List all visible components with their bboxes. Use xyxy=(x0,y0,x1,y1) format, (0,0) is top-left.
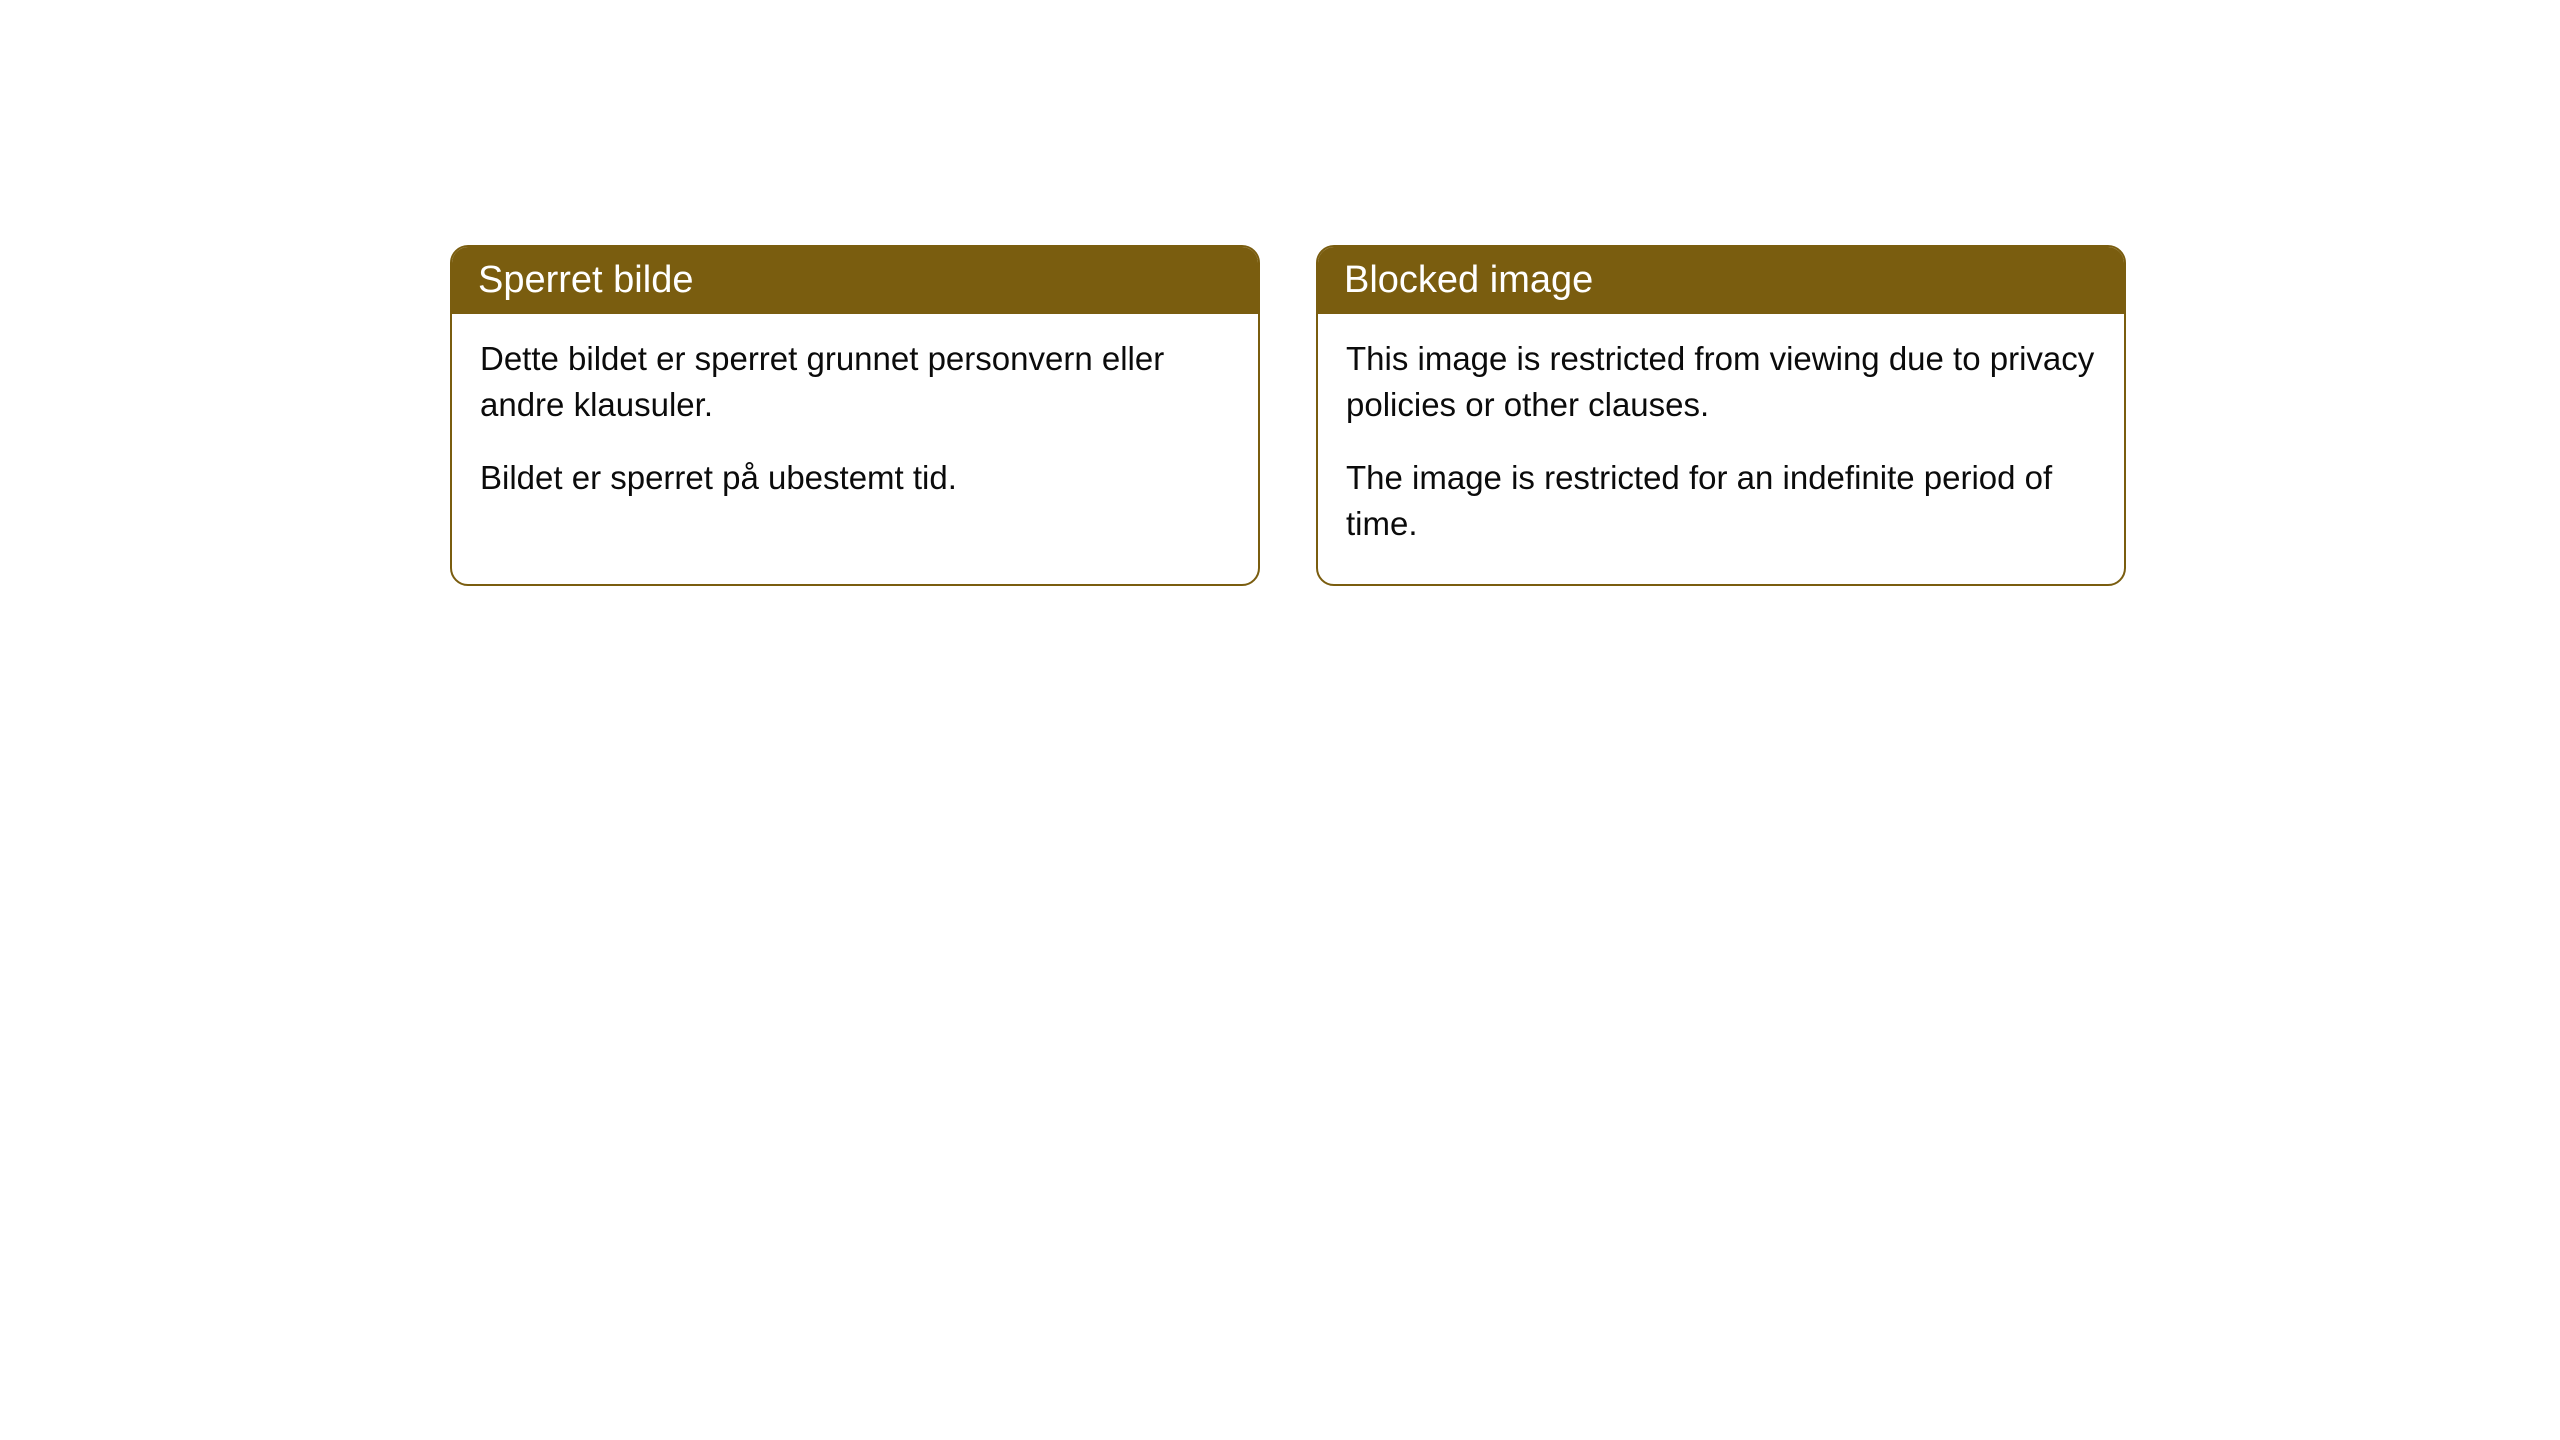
blocked-image-card-en: Blocked image This image is restricted f… xyxy=(1316,245,2126,586)
card-paragraph: The image is restricted for an indefinit… xyxy=(1346,455,2096,546)
card-title: Blocked image xyxy=(1344,259,1593,301)
card-header: Sperret bilde xyxy=(452,247,1258,314)
card-title: Sperret bilde xyxy=(478,259,693,301)
card-body: Dette bildet er sperret grunnet personve… xyxy=(452,314,1258,539)
card-paragraph: Bildet er sperret på ubestemt tid. xyxy=(480,455,1230,501)
card-paragraph: This image is restricted from viewing du… xyxy=(1346,336,2096,427)
card-body: This image is restricted from viewing du… xyxy=(1318,314,2124,584)
blocked-image-card-no: Sperret bilde Dette bildet er sperret gr… xyxy=(450,245,1260,586)
card-paragraph: Dette bildet er sperret grunnet personve… xyxy=(480,336,1230,427)
card-header: Blocked image xyxy=(1318,247,2124,314)
cards-container: Sperret bilde Dette bildet er sperret gr… xyxy=(450,245,2126,586)
